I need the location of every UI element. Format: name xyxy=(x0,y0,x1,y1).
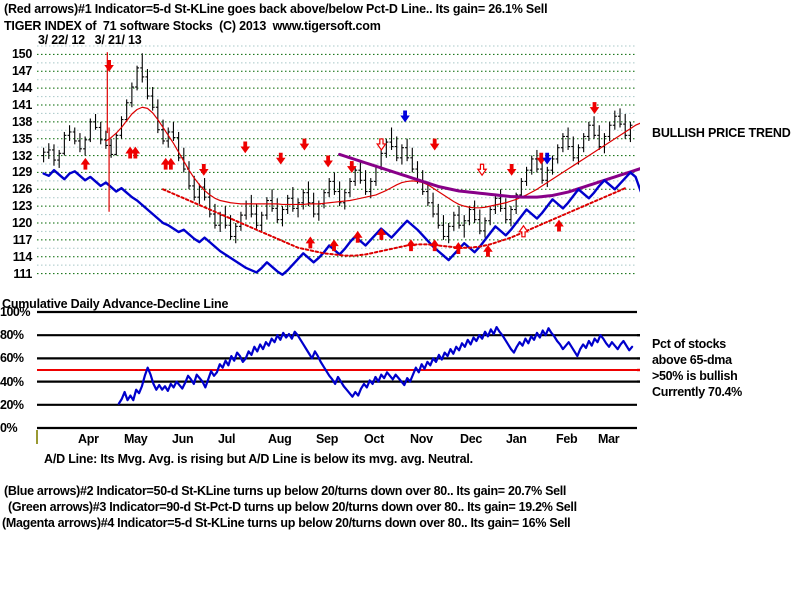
footer-indicator-2: (Blue arrows)#2 Indicator=50-d St-KLine … xyxy=(4,484,567,498)
advance-decline-svg xyxy=(0,296,640,446)
price-series-line xyxy=(338,152,640,199)
ad-x-axis-label: Feb xyxy=(556,432,578,446)
date-range-label: 3/ 22/ 12 3/ 21/ 13 xyxy=(38,33,142,47)
signal-arrow-up xyxy=(376,228,387,240)
price-y-axis-label: 120 xyxy=(12,216,32,230)
signal-arrow-down xyxy=(400,110,410,123)
ad-x-axis-label: May xyxy=(124,432,148,446)
legend-pct-stocks-line2: above 65-dma xyxy=(652,353,732,367)
signal-arrow-up xyxy=(453,242,464,254)
signal-arrow-down xyxy=(275,152,286,165)
ad-y-axis-label: 60% xyxy=(0,351,24,366)
signal-arrow-down xyxy=(506,163,517,176)
signal-arrow-up xyxy=(125,146,135,159)
signal-arrow-up xyxy=(518,224,529,238)
ad-x-axis-label: Aug xyxy=(268,432,292,446)
signal-arrow-up xyxy=(329,239,339,252)
price-series-line xyxy=(42,168,640,276)
price-chart-panel: 150 147 144 141 138 135 132 129 126 123 120 117 114 1… xyxy=(0,42,640,290)
price-series-line xyxy=(162,187,627,257)
price-y-axis-label: 126 xyxy=(12,182,32,197)
signal-arrow-up xyxy=(429,239,440,252)
ad-x-axis-label: Nov xyxy=(410,432,433,446)
price-y-axis-label: 147 xyxy=(12,64,32,79)
price-y-axis-label: 111 xyxy=(13,266,32,281)
ad-y-axis-label: 100% xyxy=(0,305,30,319)
header-title-line: TIGER INDEX of 71 software Stocks (C) 20… xyxy=(4,19,381,33)
signal-arrow-up xyxy=(352,230,363,243)
signal-arrow-up xyxy=(166,157,176,170)
signal-arrow-down xyxy=(323,155,333,168)
ad-x-axis-label: Jan xyxy=(506,432,527,446)
legend-pct-stocks-line1: Pct of stocks xyxy=(652,337,726,351)
signal-arrow-up xyxy=(130,146,141,159)
signal-arrow-down xyxy=(299,138,310,151)
ad-x-axis-label: Jul xyxy=(218,432,236,446)
price-y-axis-label: 123 xyxy=(12,199,32,214)
footer-indicator-3: (Green arrows)#3 Indicator=90-d St-Pct-D… xyxy=(8,500,577,514)
advance-decline-title: Cumulative Daily Advance-Decline Line xyxy=(2,297,229,311)
signal-arrow-down xyxy=(536,152,547,165)
signal-arrow-up xyxy=(305,236,316,249)
ad-x-axis-label: Dec xyxy=(460,432,483,446)
price-series-line xyxy=(105,106,640,209)
signal-arrow-down xyxy=(199,163,209,176)
ad-line-series xyxy=(117,325,634,405)
signal-arrow-down xyxy=(476,163,488,177)
ad-x-axis-label: Jun xyxy=(172,432,194,446)
price-y-axis-label: 132 xyxy=(12,148,32,163)
signal-arrow-down xyxy=(376,138,387,151)
signal-arrow-up xyxy=(406,239,416,252)
advance-decline-panel: 100% 80% 60% 40% 20% 0% Apr May Jun Jul Aug Sep Oct N… xyxy=(0,296,640,446)
ad-x-axis-label: Sep xyxy=(316,432,339,446)
legend-bullish-threshold: >50% is bullish xyxy=(652,369,738,383)
price-y-axis-label: 138 xyxy=(12,114,32,129)
ad-x-axis-label: Apr xyxy=(78,432,99,446)
advance-decline-note: A/D Line: Its Mvg. Avg. is rising but A/… xyxy=(44,452,473,466)
signal-arrow-down xyxy=(429,138,440,151)
signal-arrow-up xyxy=(160,157,171,170)
legend-current-value: Currently 70.4% xyxy=(652,385,742,399)
signal-arrow-down xyxy=(104,59,114,72)
price-y-axis-label: 141 xyxy=(12,98,32,112)
price-y-axis-label: 135 xyxy=(12,131,32,146)
price-y-axis-label: 150 xyxy=(12,47,32,62)
price-ohlc-bars xyxy=(41,53,633,244)
bullish-price-trend-label: BULLISH PRICE TREND xyxy=(652,126,791,140)
ad-x-axis-label: Mar xyxy=(598,432,620,446)
price-chart-svg xyxy=(37,45,640,282)
header-indicator-line: (Red arrows)#1 Indicator=5-d St-KLine go… xyxy=(4,2,548,16)
price-y-axis-label: 144 xyxy=(12,81,32,96)
signal-arrow-down xyxy=(347,161,357,173)
ad-y-axis-label: 20% xyxy=(0,397,24,412)
ad-y-axis-label: 40% xyxy=(0,374,24,389)
signal-arrow-up xyxy=(483,244,493,257)
ad-y-axis-label: 0% xyxy=(0,421,18,435)
signal-arrow-down xyxy=(542,152,552,165)
signal-arrow-up xyxy=(554,219,564,232)
footer-indicator-4: (Magenta arrows)#4 Indicator=5-d St-KLin… xyxy=(2,516,571,530)
ad-y-axis-label: 80% xyxy=(0,328,24,343)
signal-arrow-up xyxy=(80,157,91,170)
price-y-axis-label: 114 xyxy=(12,249,33,264)
signal-arrow-down xyxy=(589,102,600,114)
price-y-axis-label: 129 xyxy=(12,165,32,180)
signal-arrow-down xyxy=(240,141,251,154)
price-y-axis-label: 117 xyxy=(12,232,33,247)
ad-x-axis-label: Oct xyxy=(364,432,384,446)
